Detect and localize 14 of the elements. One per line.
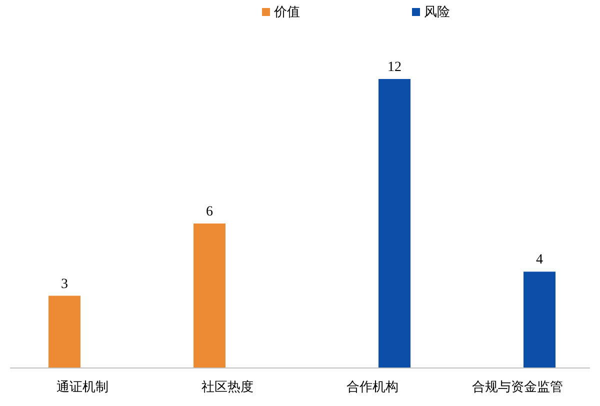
x-tick-label: 合作机构	[346, 380, 398, 395]
legend-label: 价值	[273, 5, 300, 20]
data-label: 3	[61, 276, 68, 292]
bar	[194, 224, 226, 368]
data-label: 12	[388, 60, 402, 75]
x-tick-label: 通证机制	[56, 380, 108, 395]
x-tick-label: 合规与资金监管	[472, 380, 563, 395]
bar	[48, 296, 80, 368]
bar	[378, 79, 410, 368]
data-label: 6	[206, 204, 213, 220]
legend-label: 风险	[424, 5, 450, 20]
x-tick-label: 社区热度	[202, 379, 254, 395]
bar	[524, 272, 556, 368]
data-label: 4	[536, 252, 543, 268]
